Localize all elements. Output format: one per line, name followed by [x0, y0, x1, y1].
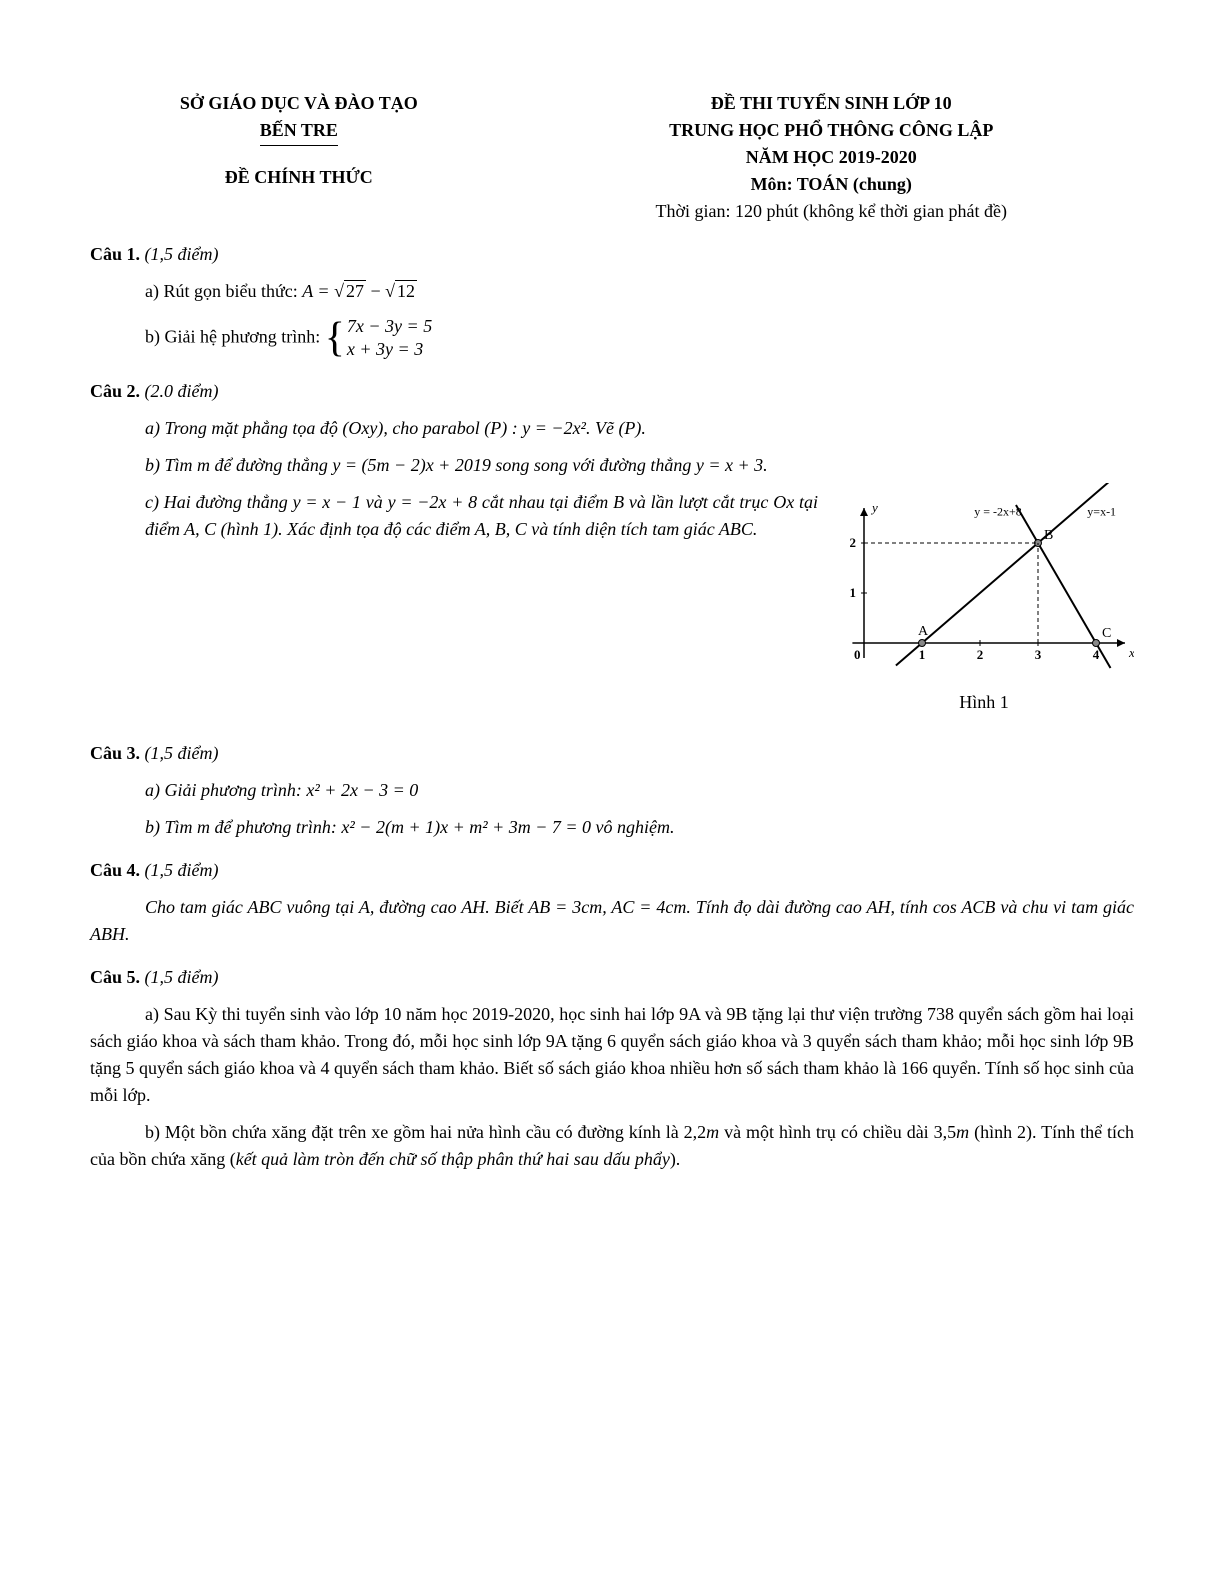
q5-title: Câu 5. [90, 967, 140, 987]
q4-title: Câu 4. [90, 860, 140, 880]
q2-title: Câu 2. [90, 381, 140, 401]
q4-points: (1,5 điểm) [145, 860, 219, 880]
svg-text:2: 2 [850, 535, 857, 550]
header-right: ĐỀ THI TUYỂN SINH LỚP 10 TRUNG HỌC PHỔ T… [528, 90, 1134, 225]
q1-b-label: b) Giải hệ phương trình: [145, 327, 325, 347]
svg-text:B: B [1044, 528, 1053, 543]
issuer-line2: BẾN TRE [90, 117, 508, 146]
svg-text:y: y [870, 500, 878, 515]
q5-b-text: b) Một bồn chứa xăng đặt trên xe gồm hai… [90, 1122, 1134, 1169]
q3-title: Câu 3. [90, 743, 140, 763]
q3-b: b) Tìm m để phương trình: x² − 2(m + 1)x… [90, 814, 1134, 841]
svg-text:2: 2 [977, 647, 984, 662]
exam-title1: ĐỀ THI TUYỂN SINH LỚP 10 [528, 90, 1134, 117]
q1-a-label: a) Rút gọn biểu thức: [145, 281, 302, 301]
svg-text:C: C [1102, 626, 1111, 641]
q5-points: (1,5 điểm) [145, 967, 219, 987]
q1-a-expr: A = 27 − 12 [302, 281, 417, 301]
q1-a-minus: − [370, 281, 385, 301]
header-left: SỞ GIÁO DỤC VÀ ĐÀO TẠO BẾN TRE ĐỀ CHÍNH … [90, 90, 508, 225]
q2-b: b) Tìm m để đường thẳng y = (5m − 2)x + … [90, 452, 1134, 479]
q1-b-eq2: x + 3y = 3 [347, 338, 432, 361]
figure-1: 1234120xyABCy = -2x+8y=x-1 Hình 1 [834, 483, 1134, 716]
q1-b-system: { 7x − 3y = 5 x + 3y = 3 [325, 315, 432, 362]
q1-b: b) Giải hệ phương trình: { 7x − 3y = 5 x… [90, 315, 1134, 362]
issuer-line3: ĐỀ CHÍNH THỨC [90, 164, 508, 191]
question-1: Câu 1. (1,5 điểm) [90, 241, 1134, 268]
svg-text:1: 1 [919, 647, 926, 662]
q4-body: Cho tam giác ABC vuông tại A, đường cao … [90, 894, 1134, 948]
svg-text:x: x [1128, 645, 1134, 660]
q1-points: (1,5 điểm) [145, 244, 219, 264]
doc-header: SỞ GIÁO DỤC VÀ ĐÀO TẠO BẾN TRE ĐỀ CHÍNH … [90, 90, 1134, 225]
figure-1-caption: Hình 1 [834, 689, 1134, 716]
q3-points: (1,5 điểm) [145, 743, 219, 763]
q1-a: a) Rút gọn biểu thức: A = 27 − 12 [90, 278, 1134, 305]
svg-text:y=x-1: y=x-1 [1087, 504, 1116, 518]
q5-b: b) Một bồn chứa xăng đặt trên xe gồm hai… [90, 1119, 1134, 1173]
issuer-line1: SỞ GIÁO DỤC VÀ ĐÀO TẠO [90, 90, 508, 117]
question-2: Câu 2. (2.0 điểm) [90, 378, 1134, 405]
sqrt-icon: 27 [334, 278, 366, 305]
svg-text:1: 1 [850, 585, 857, 600]
q1-title: Câu 1. [90, 244, 140, 264]
exam-year: NĂM HỌC 2019-2020 [528, 144, 1134, 171]
q2-points: (2.0 điểm) [145, 381, 219, 401]
figure-1-svg: 1234120xyABCy = -2x+8y=x-1 [834, 483, 1134, 683]
q2-c-text: c) Hai đường thẳng y = x − 1 và y = −2x … [145, 492, 818, 539]
exam-duration: Thời gian: 120 phút (không kể thời gian … [528, 198, 1134, 225]
q3-a: a) Giải phương trình: x² + 2x − 3 = 0 [90, 777, 1134, 804]
svg-text:0: 0 [854, 647, 861, 662]
question-3: Câu 3. (1,5 điểm) [90, 740, 1134, 767]
q1-b-eq1: 7x − 3y = 5 [347, 315, 432, 338]
svg-text:y = -2x+8: y = -2x+8 [974, 504, 1022, 518]
question-4: Câu 4. (1,5 điểm) [90, 857, 1134, 884]
q2-a: a) Trong mặt phẳng tọa độ (Oxy), cho par… [90, 415, 1134, 442]
svg-text:A: A [918, 624, 929, 639]
q1-a-lhs: A = [302, 281, 329, 301]
q5-a: a) Sau Kỳ thi tuyển sinh vào lớp 10 năm … [90, 1001, 1134, 1109]
question-5: Câu 5. (1,5 điểm) [90, 964, 1134, 991]
exam-title2: TRUNG HỌC PHỔ THÔNG CÔNG LẬP [528, 117, 1134, 144]
brace-icon: { [325, 317, 345, 359]
svg-text:3: 3 [1035, 647, 1042, 662]
system-lines: 7x − 3y = 5 x + 3y = 3 [347, 315, 432, 362]
exam-subject: Môn: TOÁN (chung) [528, 171, 1134, 198]
sqrt-icon: 12 [385, 278, 417, 305]
